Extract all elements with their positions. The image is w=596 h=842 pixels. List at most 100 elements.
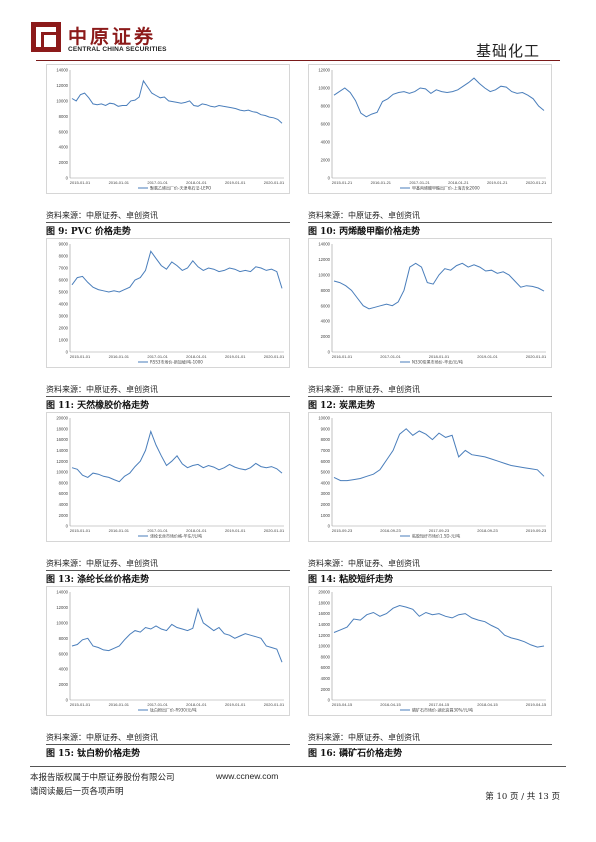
x-tick-label: 2017-01-01 (147, 528, 168, 533)
y-tick-label: 4000 (59, 667, 69, 672)
caption-divider (46, 396, 290, 397)
y-tick-label: 12000 (56, 83, 68, 88)
figure-caption: 图 13: 涤纶长丝价格走势 (46, 575, 150, 585)
figure-caption: 图 10: 丙烯酸甲酯价格走势 (308, 227, 421, 237)
line-chart: 0 2000 4000 6000 8000 10000 12000 14000 2015-01-… (46, 64, 290, 194)
y-tick-label: 7000 (321, 448, 331, 453)
x-tick-label: 2019-01-01 (225, 702, 246, 707)
chart-panel-15: 0 2000 4000 6000 8000 10000 12000 14000 2015-01-… (46, 586, 290, 716)
header-divider (36, 60, 560, 61)
y-tick-label: 10000 (318, 644, 330, 649)
x-tick-label: 2018-01-01 (186, 528, 207, 533)
y-tick-label: 10000 (318, 272, 330, 277)
y-tick-label: 6000 (59, 129, 69, 134)
y-tick-label: 14000 (56, 448, 68, 453)
y-tick-label: 12000 (56, 459, 68, 464)
footer-url-link[interactable]: www.ccnew.com (216, 771, 279, 781)
y-tick-label: 9000 (321, 426, 331, 431)
y-tick-label: 0 (328, 698, 331, 703)
y-tick-label: 10000 (56, 620, 68, 625)
x-tick-label: 2020-01-01 (526, 354, 547, 359)
figure-source: 资料来源：中原证券、卓创资讯 (308, 733, 420, 742)
line-chart: 0 2000 4000 6000 8000 10000 12000 14000 2016-01-… (308, 238, 552, 368)
y-tick-label: 2000 (321, 158, 331, 163)
x-tick-label: 2015-01-01 (70, 528, 91, 533)
x-tick-label: 2015-04-15 (332, 702, 353, 707)
y-tick-label: 20000 (318, 590, 330, 595)
caption-divider (308, 744, 552, 745)
y-tick-label: 6000 (321, 303, 331, 308)
figure-source: 资料来源：中原证券、卓创资讯 (46, 559, 158, 568)
y-tick-label: 4000 (59, 302, 69, 307)
y-tick-label: 10000 (56, 470, 68, 475)
y-tick-label: 14000 (318, 622, 330, 627)
y-tick-label: 7000 (59, 266, 69, 271)
y-tick-label: 0 (328, 524, 331, 529)
figure-source: 资料来源：中原证券、卓创资讯 (46, 733, 158, 742)
y-tick-label: 9000 (59, 242, 69, 247)
y-tick-label: 10000 (56, 98, 68, 103)
x-tick-label: 2019-04-15 (526, 702, 547, 707)
chart-border (46, 586, 290, 716)
y-tick-label: 4000 (321, 480, 331, 485)
page-number: 第 10 页 / 共 13 页 (485, 792, 560, 802)
y-tick-label: 0 (328, 176, 331, 181)
line-chart: 0 1000 2000 3000 4000 5000 6000 7000 8000 9000 201… (46, 238, 290, 368)
x-tick-label: 2018-04-15 (477, 702, 498, 707)
x-tick-label: 2016-01-01 (109, 702, 130, 707)
y-tick-label: 12000 (318, 68, 330, 73)
section-title: 基础化工 (475, 42, 540, 60)
x-tick-label: 2017-01-01 (147, 702, 168, 707)
x-tick-label: 2020-01-21 (526, 180, 547, 185)
x-tick-label: 2020-01-01 (264, 702, 285, 707)
y-tick-label: 2000 (321, 687, 331, 692)
x-tick-label: 2016-01-01 (109, 528, 130, 533)
chart-panel-10: 0 2000 4000 6000 8000 10000 12000 2015-01-21 201… (308, 64, 552, 194)
y-tick-label: 3000 (59, 314, 69, 319)
x-tick-label: 2015-01-01 (70, 180, 91, 185)
chart-border (308, 412, 552, 542)
legend-label: 甲基丙烯酸甲酯出厂价-上海吉化2000 (412, 185, 480, 191)
x-tick-label: 2019-09-23 (526, 528, 547, 533)
legend-label: 磷矿石市场价-湖北宜昌30%/元/吨 (412, 707, 473, 713)
x-tick-label: 2019-01-21 (487, 180, 508, 185)
y-tick-label: 8000 (321, 288, 331, 293)
y-tick-label: 12000 (56, 605, 68, 610)
series-line (71, 607, 283, 663)
caption-divider (46, 570, 290, 571)
y-tick-label: 0 (66, 176, 69, 181)
y-tick-label: 2000 (59, 682, 69, 687)
y-tick-label: 10000 (318, 86, 330, 91)
x-tick-label: 2015-01-01 (70, 354, 91, 359)
figure-source: 资料来源：中原证券、卓创资讯 (308, 385, 420, 394)
y-tick-label: 8000 (321, 104, 331, 109)
logo-chinese-text: 中原证券 (68, 26, 157, 48)
logo-english-text: CENTRAL CHINA SECURITIES (68, 46, 167, 53)
y-tick-label: 3000 (321, 491, 331, 496)
x-tick-label: 2015-09-23 (332, 528, 353, 533)
y-tick-label: 1000 (59, 338, 69, 343)
line-chart: 0 2000 4000 6000 8000 10000 12000 14000 2015-01-… (46, 586, 290, 716)
y-tick-label: 18000 (318, 600, 330, 605)
x-tick-label: 2019-01-01 (225, 180, 246, 185)
x-tick-label: 2017-01-21 (409, 180, 430, 185)
y-tick-label: 2000 (59, 326, 69, 331)
line-chart: 0 2000 4000 6000 8000 10000 12000 2015-01-21 201… (308, 64, 552, 194)
x-tick-label: 2018-01-01 (186, 180, 207, 185)
y-tick-label: 1000 (321, 513, 331, 518)
figure-caption: 图 14: 粘胶短纤走势 (308, 575, 394, 585)
y-tick-label: 8000 (59, 114, 69, 119)
x-tick-label: 2018-01-01 (429, 354, 450, 359)
y-tick-label: 6000 (321, 665, 331, 670)
chart-border (46, 238, 290, 368)
x-tick-label: 2018-01-01 (186, 354, 207, 359)
chart-border (46, 412, 290, 542)
y-tick-label: 16000 (318, 611, 330, 616)
y-tick-label: 16000 (56, 437, 68, 442)
x-tick-label: 2019-01-01 (225, 528, 246, 533)
x-tick-label: 2015-01-21 (332, 180, 353, 185)
footer-divider (30, 766, 566, 767)
legend-label: RSS3市场价-新加坡/吨-1000 (150, 359, 203, 365)
y-tick-label: 2000 (321, 334, 331, 339)
figure-caption: 图 11: 天然橡胶价格走势 (46, 401, 150, 411)
